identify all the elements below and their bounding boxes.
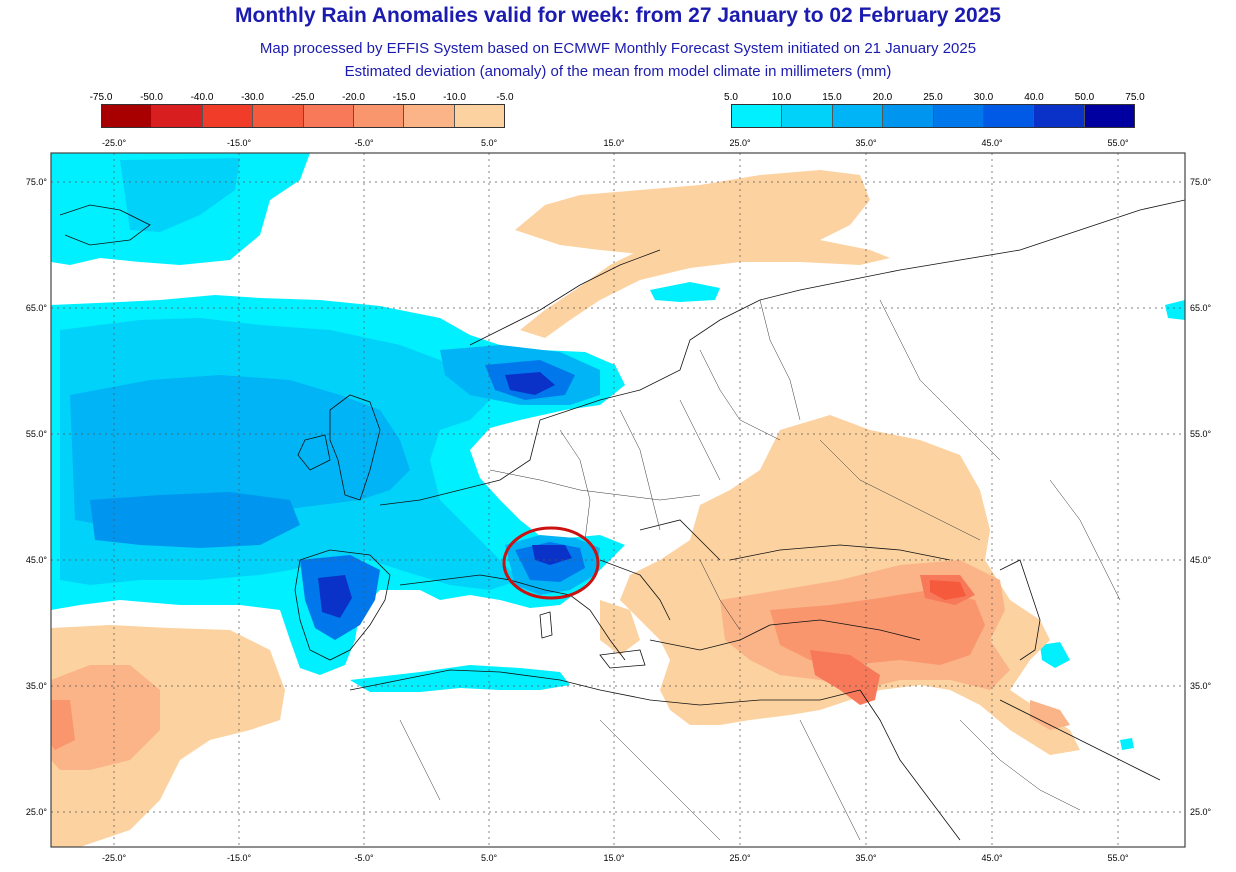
legend-negative-tick: -5.0 xyxy=(496,92,514,103)
legend-negative-tick: -25.0 xyxy=(291,92,315,103)
legend-positive-tick: 10.0 xyxy=(771,92,792,103)
map-title: Monthly Rain Anomalies valid for week: f… xyxy=(235,4,1001,27)
legend-positive-swatch xyxy=(983,105,1035,127)
map-subtitle-units: Estimated deviation (anomaly) of the mea… xyxy=(344,63,892,80)
legend-negative-swatch xyxy=(454,105,504,127)
dry-area-atlantic-sw-2 xyxy=(51,665,160,770)
legend-positive-swatch xyxy=(1034,105,1085,127)
legend-positive-swatch xyxy=(832,105,884,127)
lat-label: 75.0° xyxy=(26,177,48,187)
lon-label: 25.0° xyxy=(729,853,751,863)
wet-area-ural xyxy=(1165,300,1185,320)
dry-area-atlantic-sw-3 xyxy=(51,700,75,750)
lat-label: 55.0° xyxy=(1190,429,1212,439)
legend-positive-tick: 15.0 xyxy=(822,92,842,103)
lon-labels-top: -25.0° -15.0° -5.0° 5.0° 15.0° 25.0° 35.0° 45.0… xyxy=(102,138,1129,148)
legend-positive-tick: 20.0 xyxy=(872,92,893,103)
lon-label: 45.0° xyxy=(981,138,1003,148)
dry-area-italy xyxy=(600,615,632,650)
lon-label: -5.0° xyxy=(354,138,374,148)
lat-label: 65.0° xyxy=(1190,303,1212,313)
lon-label: 35.0° xyxy=(855,853,877,863)
lon-label: -15.0° xyxy=(227,138,252,148)
highlight-ellipse xyxy=(502,526,600,600)
wet-area-greenland-inner xyxy=(120,158,240,232)
legend-positive-bar xyxy=(731,104,1135,128)
map-frame xyxy=(50,152,1186,848)
lat-labels-right: 75.0° 65.0° 55.0° 45.0° 35.0° 25.0° xyxy=(1190,177,1212,817)
legend-negative-tick: -15.0 xyxy=(392,92,416,103)
legend-positive-tick: 30.0 xyxy=(973,92,994,103)
wet-area-atlantic-4 xyxy=(90,492,300,548)
lon-label: 15.0° xyxy=(603,853,625,863)
lon-label: 55.0° xyxy=(1107,138,1129,148)
legend-negative-tick: -20.0 xyxy=(342,92,365,103)
legend-negative-swatch xyxy=(353,105,405,127)
wet-area-skagerrak-core xyxy=(505,372,555,395)
lon-label: -5.0° xyxy=(354,853,374,863)
legend-negative-swatch xyxy=(202,105,254,127)
legend-negative-swatch xyxy=(102,105,153,127)
dry-area-arctic xyxy=(515,170,870,255)
anomaly-fields xyxy=(51,153,1185,847)
legend-positive-tick: 40.0 xyxy=(1024,92,1044,103)
wet-area-iberia-core xyxy=(318,575,352,618)
coastlines xyxy=(59,199,1185,841)
lon-label: -25.0° xyxy=(102,853,127,863)
legend-positive-tick: 25.0 xyxy=(923,92,943,103)
dry-area-caucasus xyxy=(930,580,966,600)
lat-label: 35.0° xyxy=(26,681,48,691)
lat-labels-left: 75.0° 65.0° 55.0° 45.0° 35.0° 25.0° xyxy=(26,177,48,817)
lat-label: 25.0° xyxy=(1190,807,1212,817)
legend-negative-swatch xyxy=(404,105,455,127)
wet-area-gulf xyxy=(1120,738,1134,750)
legend-positive-tick: 50.0 xyxy=(1074,92,1095,103)
wet-area-north-africa xyxy=(350,665,570,692)
legend-positive-tick: 5.0 xyxy=(724,92,738,103)
wet-area-atlantic-3 xyxy=(70,375,410,528)
legend-positive-swatch xyxy=(782,105,833,127)
wet-area-barents xyxy=(650,282,720,302)
lon-label: -15.0° xyxy=(227,853,252,863)
lon-labels-bottom: -25.0° -15.0° -5.0° 5.0° 15.0° 25.0° 35.0° 45.0… xyxy=(102,853,1129,863)
legend-negative-swatch xyxy=(303,105,354,127)
lon-label: 5.0° xyxy=(481,138,498,148)
legend-positive-tick: 75.0 xyxy=(1125,92,1145,103)
lon-label: 15.0° xyxy=(603,138,625,148)
lon-label: 25.0° xyxy=(729,138,751,148)
lat-label: 45.0° xyxy=(26,555,48,565)
legend-negative-tick: -50.0 xyxy=(140,92,163,103)
lon-label: 5.0° xyxy=(481,853,498,863)
legend-negative-tick: -40.0 xyxy=(190,92,214,103)
lat-label: 65.0° xyxy=(26,303,48,313)
legend-positive-swatch xyxy=(732,105,783,127)
lat-label: 75.0° xyxy=(1190,177,1212,187)
dry-area-turkey-4 xyxy=(810,650,880,705)
legend-positive-swatch xyxy=(1084,105,1134,127)
country-borders xyxy=(399,299,1121,841)
legend-negative-tick: -75.0 xyxy=(89,92,113,103)
map-subtitle-source: Map processed by EFFIS System based on E… xyxy=(259,40,977,57)
lon-label: 45.0° xyxy=(981,853,1003,863)
legend-negative-swatch xyxy=(152,105,203,127)
graticule xyxy=(51,153,1185,847)
lon-label: 35.0° xyxy=(855,138,877,148)
legend-positive-swatch xyxy=(883,105,934,127)
lon-label: 55.0° xyxy=(1107,853,1129,863)
dry-area-turkey-2 xyxy=(770,590,985,665)
legend-negative-tick: -10.0 xyxy=(443,92,466,103)
legend-negative-swatch xyxy=(253,105,304,127)
lat-label: 45.0° xyxy=(1190,555,1212,565)
lat-label: 55.0° xyxy=(26,429,48,439)
legend-negative-tick: -30.0 xyxy=(241,92,264,103)
lat-label: 25.0° xyxy=(26,807,48,817)
dry-area-norway xyxy=(520,235,890,338)
legend-negative-bar xyxy=(101,104,505,128)
dry-area-iran xyxy=(1030,700,1070,730)
lat-label: 35.0° xyxy=(1190,681,1212,691)
lon-label: -25.0° xyxy=(102,138,127,148)
legend-positive-swatch xyxy=(933,105,984,127)
wet-area-caspian xyxy=(1040,642,1070,668)
